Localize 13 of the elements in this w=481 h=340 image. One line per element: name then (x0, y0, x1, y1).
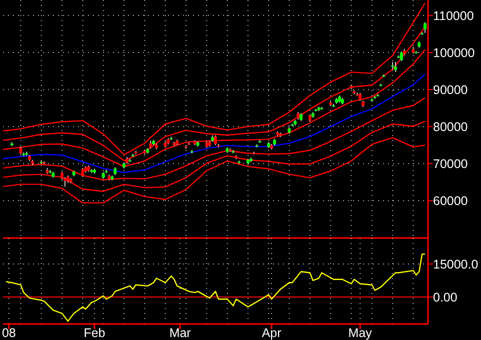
y-tick-label: 60000 (433, 194, 468, 208)
x-tick-label: Apr (262, 326, 282, 340)
x-tick-label: 08 (2, 326, 16, 340)
y-tick-label: 80000 (433, 120, 468, 134)
y-tick-label: 0.00 (433, 290, 458, 304)
y-tick-label: 110000 (433, 8, 474, 23)
y-tick-label: 15000.0 (433, 257, 478, 272)
y-tick-label: 90000 (433, 82, 468, 97)
x-tick-label: Feb (84, 326, 106, 340)
y-tick-label: 100000 (433, 46, 475, 60)
x-tick-label: May (348, 326, 373, 340)
x-tick-label: Mar (169, 326, 191, 340)
y-tick-label: 70000 (433, 156, 468, 171)
